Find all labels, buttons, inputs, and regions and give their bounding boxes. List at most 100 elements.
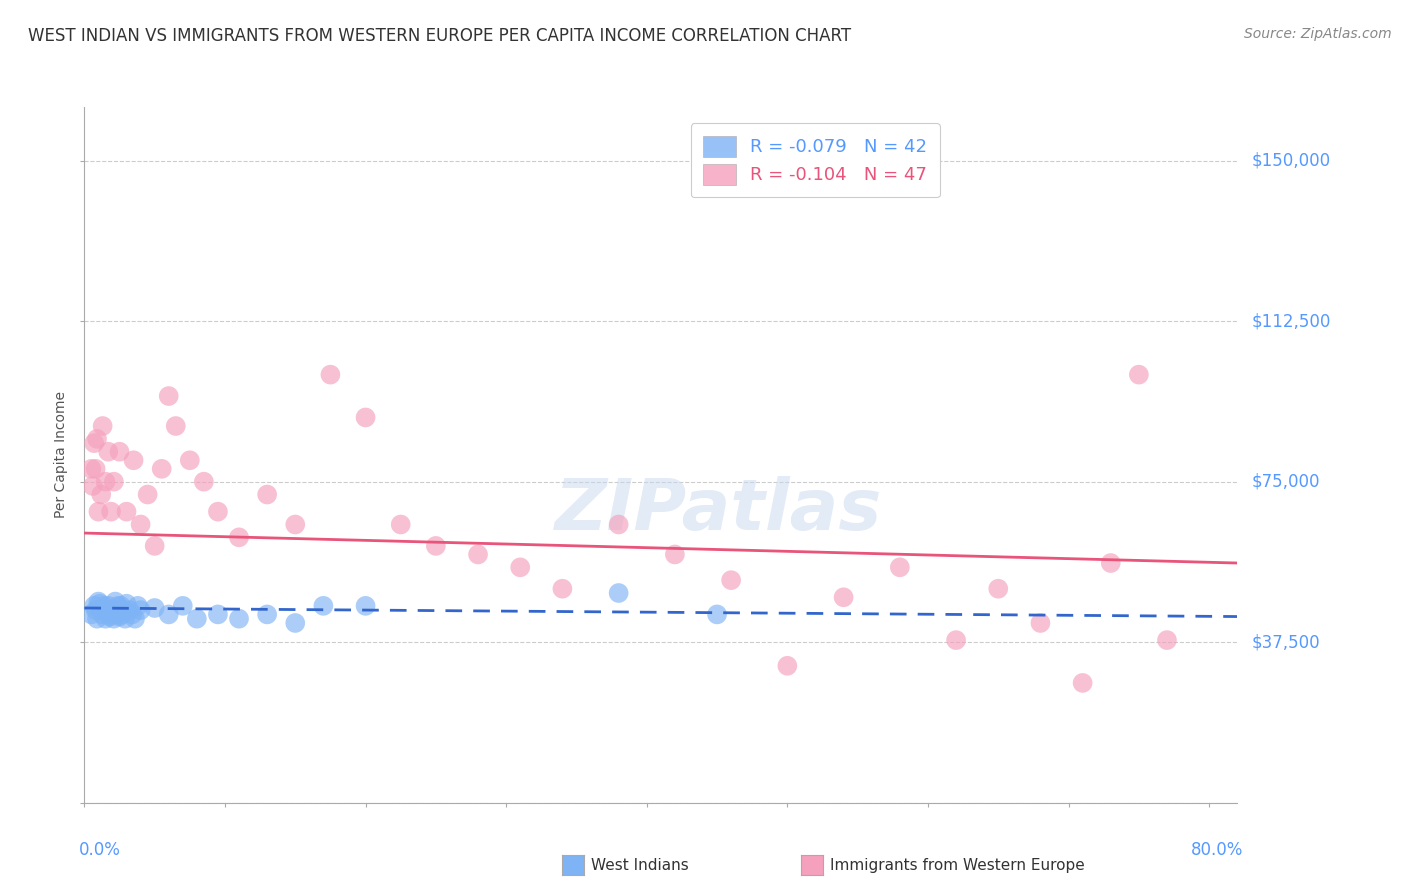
Point: [186, 612, 208, 626]
Point: [83, 599, 105, 613]
Point: [96, 603, 118, 617]
Point: [118, 603, 141, 617]
Point: [312, 599, 335, 613]
Point: [107, 599, 129, 613]
Point: [228, 530, 250, 544]
Point: [103, 612, 125, 626]
Text: ZIPatlas: ZIPatlas: [555, 476, 882, 545]
Point: [256, 607, 278, 622]
Point: [90, 487, 112, 501]
Point: [100, 607, 122, 622]
Point: [165, 419, 187, 434]
Point: [143, 539, 166, 553]
Point: [93, 599, 115, 613]
Point: [80, 607, 103, 622]
Point: [103, 475, 125, 489]
Point: [110, 599, 132, 613]
Point: [467, 548, 489, 562]
Point: [706, 607, 728, 622]
Point: [91, 607, 114, 622]
Point: [256, 487, 278, 501]
Point: [319, 368, 342, 382]
Point: [284, 517, 307, 532]
Point: [115, 597, 138, 611]
Point: [82, 479, 104, 493]
Point: [91, 419, 114, 434]
Point: [127, 599, 149, 613]
Point: [664, 548, 686, 562]
Point: [179, 453, 201, 467]
Point: [112, 603, 135, 617]
Point: [1128, 368, 1150, 382]
Point: [100, 505, 122, 519]
Point: [720, 573, 742, 587]
Point: [87, 594, 110, 608]
Text: Source: ZipAtlas.com: Source: ZipAtlas.com: [1244, 27, 1392, 41]
Point: [889, 560, 911, 574]
Point: [425, 539, 447, 553]
Point: [121, 607, 143, 622]
Point: [90, 603, 112, 617]
Point: [136, 487, 159, 501]
Point: [124, 612, 146, 626]
Point: [114, 612, 136, 626]
Text: WEST INDIAN VS IMMIGRANTS FROM WESTERN EUROPE PER CAPITA INCOME CORRELATION CHAR: WEST INDIAN VS IMMIGRANTS FROM WESTERN E…: [28, 27, 851, 45]
Text: $75,000: $75,000: [1251, 473, 1320, 491]
Point: [89, 597, 111, 611]
Point: [607, 517, 630, 532]
Point: [1156, 633, 1178, 648]
Point: [1071, 676, 1094, 690]
Point: [354, 410, 377, 425]
Point: [607, 586, 630, 600]
Point: [101, 603, 124, 617]
Point: [207, 505, 229, 519]
Text: West Indians: West Indians: [591, 858, 689, 872]
Point: [157, 607, 180, 622]
Point: [98, 609, 121, 624]
Point: [1099, 556, 1122, 570]
Point: [80, 462, 103, 476]
Point: [94, 612, 117, 626]
Point: [1029, 615, 1052, 630]
Point: [389, 517, 412, 532]
Point: [172, 599, 194, 613]
Point: [228, 612, 250, 626]
Point: [104, 594, 127, 608]
Point: [115, 505, 138, 519]
Point: [207, 607, 229, 622]
Point: [284, 615, 307, 630]
Text: $112,500: $112,500: [1251, 312, 1330, 330]
Point: [111, 607, 134, 622]
Point: [108, 444, 131, 458]
Point: [193, 475, 215, 489]
Text: Immigrants from Western Europe: Immigrants from Western Europe: [830, 858, 1085, 872]
Point: [105, 607, 128, 622]
Point: [94, 475, 117, 489]
Point: [83, 436, 105, 450]
Point: [86, 612, 108, 626]
Point: [129, 517, 152, 532]
Legend: R = -0.079   N = 42, R = -0.104   N = 47: R = -0.079 N = 42, R = -0.104 N = 47: [690, 123, 941, 197]
Point: [551, 582, 574, 596]
Y-axis label: Per Capita Income: Per Capita Income: [55, 392, 69, 518]
Point: [776, 658, 799, 673]
Point: [86, 432, 108, 446]
Point: [143, 601, 166, 615]
Text: 0.0%: 0.0%: [79, 841, 121, 859]
Point: [354, 599, 377, 613]
Point: [84, 462, 107, 476]
Point: [97, 599, 120, 613]
Point: [157, 389, 180, 403]
Point: [108, 609, 131, 624]
Point: [150, 462, 173, 476]
Point: [945, 633, 967, 648]
Point: [122, 453, 145, 467]
Point: [84, 603, 107, 617]
Point: [987, 582, 1010, 596]
Point: [129, 603, 152, 617]
Point: [509, 560, 531, 574]
Text: $150,000: $150,000: [1251, 152, 1330, 169]
Point: [87, 505, 110, 519]
Point: [832, 591, 855, 605]
Text: $37,500: $37,500: [1251, 633, 1320, 651]
